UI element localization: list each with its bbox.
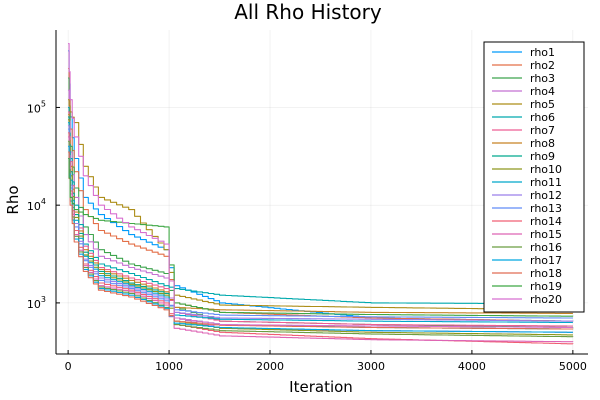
legend-label-rho14: rho14 [530,215,562,228]
y-tick-label-1: 104 [27,197,46,213]
series-line-rho13 [68,128,573,319]
legend-label-rho20: rho20 [530,293,562,306]
x-tick-label-1: 1000 [155,360,183,373]
series-line-rho7 [68,111,573,327]
legend-label-rho4: rho4 [530,85,555,98]
legend-label-rho6: rho6 [530,111,555,124]
legend-label-rho19: rho19 [530,280,562,293]
series-line-rho12 [68,125,574,322]
x-tick-label-2: 2000 [256,360,284,373]
axes: 0 1000 2000 3000 4000 5000 103 104 105 [27,30,588,373]
series-line-rho17 [68,145,573,333]
legend: rho1rho2rho3rho4rho5rho6rho7rho8rho9rho1… [483,41,585,313]
x-axis-label: Iteration [289,378,353,396]
legend-label-rho18: rho18 [530,267,562,280]
legend-label-rho7: rho7 [530,124,555,137]
legend-label-rho2: rho2 [530,59,555,72]
chart-title: All Rho History [234,0,382,24]
series-layer [68,43,574,345]
y-tick-label-2: 105 [27,99,46,115]
series-line-rho11 [68,122,573,324]
series-line-rho15 [68,136,574,343]
legend-label-rho3: rho3 [530,72,555,85]
x-tick-label-4: 4000 [458,360,486,373]
legend-label-rho8: rho8 [530,137,555,150]
series-line-rho6 [68,106,574,305]
legend-label-rho15: rho15 [530,228,562,241]
series-line-rho18 [68,151,574,330]
series-line-rho5 [68,99,574,311]
series-line-rho10 [68,119,573,336]
legend-label-rho9: rho9 [530,150,555,163]
legend-label-rho5: rho5 [530,98,555,111]
legend-label-rho12: rho12 [530,189,562,202]
x-tick-label-0: 0 [65,360,72,373]
series-line-rho16 [68,140,574,338]
series-line-rho20 [68,43,573,329]
x-tick-label-5: 5000 [559,360,587,373]
y-axis-label: Rho [4,185,22,214]
legend-label-rho11: rho11 [530,176,562,189]
y-tick-label-0: 103 [27,295,46,311]
legend-box [483,41,585,313]
legend-label-rho16: rho16 [530,241,562,254]
legend-label-rho10: rho10 [530,163,562,176]
legend-label-rho17: rho17 [530,254,562,267]
legend-label-rho13: rho13 [530,202,562,215]
legend-label-rho1: rho1 [530,46,555,59]
series-line-rho8 [68,113,573,314]
x-tick-label-3: 3000 [357,360,385,373]
